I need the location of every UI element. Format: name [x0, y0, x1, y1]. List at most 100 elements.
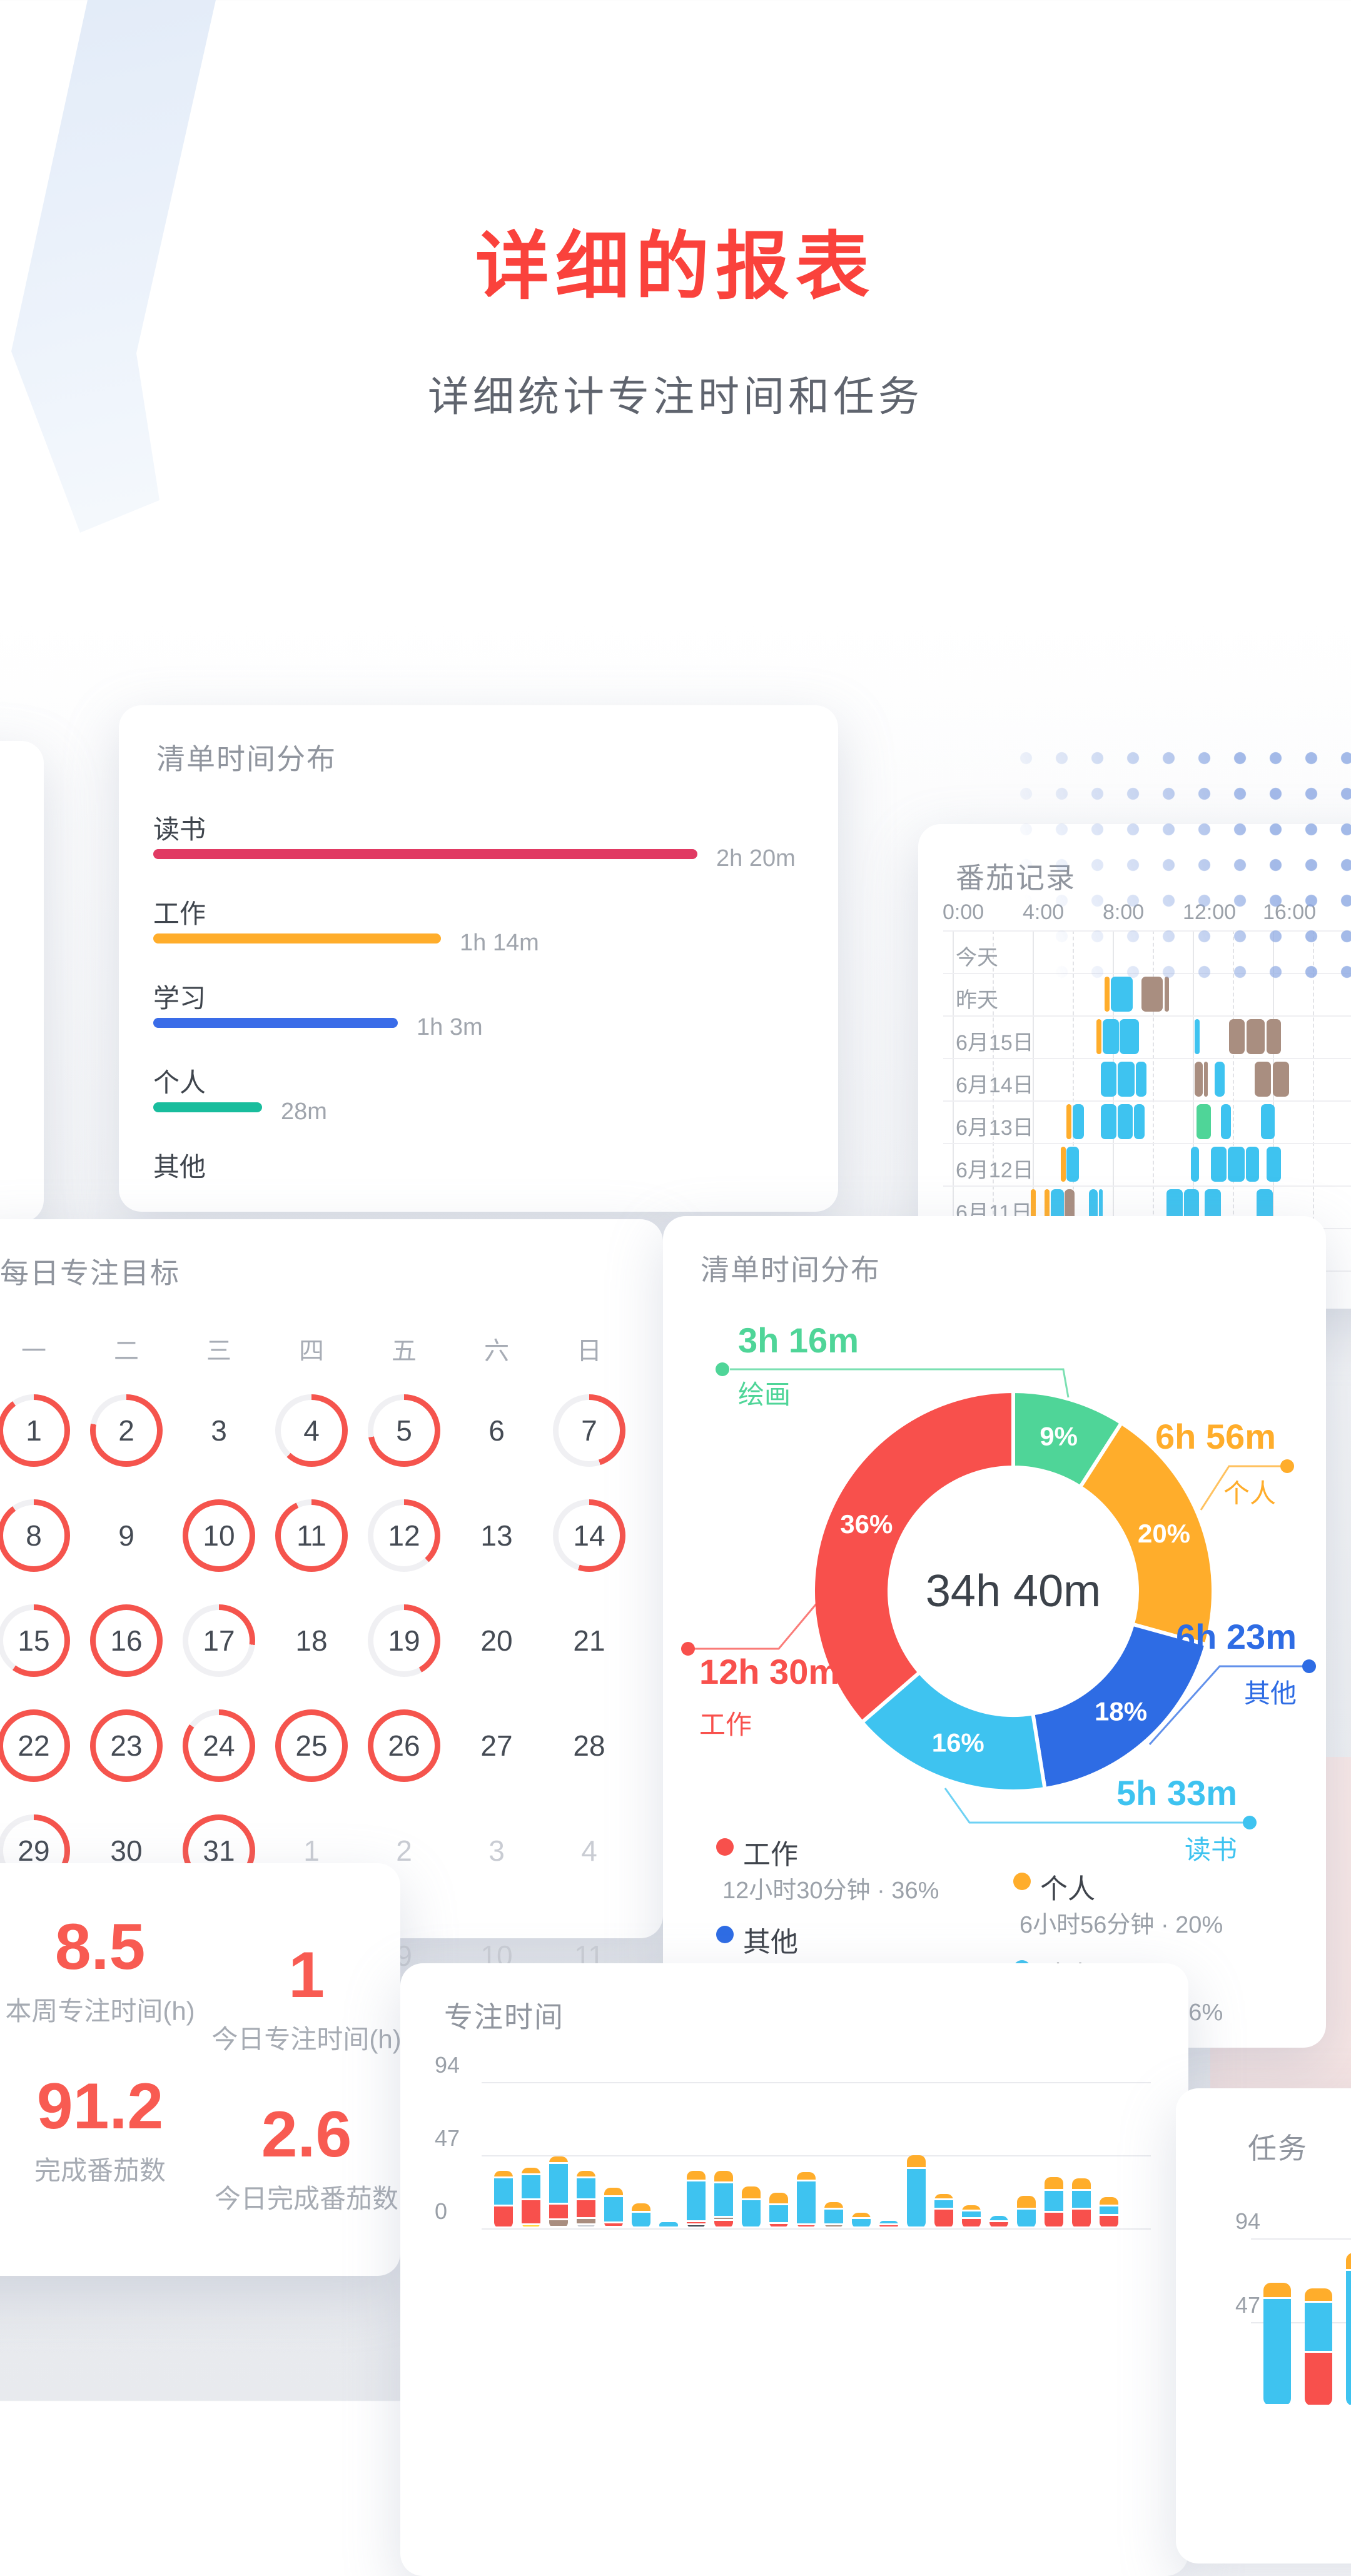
- focus-bar-chart: 94 47 0: [400, 1963, 1188, 2576]
- stacked-bar: [714, 2171, 733, 2228]
- bar-segment: [549, 2156, 568, 2162]
- stats-card: 8.5 本周专注时间(h) 1 今日专注时间(h) 91.2 完成番茄数 2.6 今日完成番茄…: [0, 1863, 402, 2276]
- bar-segment: [604, 2223, 623, 2226]
- row-label: 今天: [956, 946, 998, 970]
- day-number: 1: [303, 1834, 320, 1867]
- list-item-bar: [153, 849, 697, 859]
- row-label: 6月14日: [956, 1074, 1034, 1097]
- pomodoro-block: [1103, 1019, 1119, 1054]
- grid-hline: [943, 1100, 1351, 1102]
- day-number: 12: [388, 1519, 420, 1552]
- calendar-day: 1: [275, 1814, 348, 1887]
- day-ring-hole: [3, 1400, 64, 1461]
- stacked-bar: [962, 2205, 981, 2228]
- pomodoro-block: [1120, 1019, 1139, 1054]
- list-item-value: 28m: [281, 1099, 327, 1125]
- day-ring-hole: [188, 1610, 250, 1671]
- calendar-day: 14: [553, 1499, 625, 1572]
- pomodoro-block: [1273, 1062, 1289, 1097]
- callout-dot-icon: [681, 1642, 695, 1656]
- day-number: 2: [118, 1414, 134, 1447]
- stat-value: 91.2: [36, 2070, 164, 2143]
- pomodoro-block: [1133, 1104, 1145, 1139]
- calendar-day: 11: [275, 1499, 348, 1572]
- grid-hline: [943, 1143, 1351, 1144]
- card-title: 清单时间分布: [701, 1254, 881, 1286]
- bar-segment: [797, 2225, 816, 2226]
- pomodoro-block: [1228, 1019, 1245, 1054]
- legend-desc: 12小时30分钟 · 36%: [722, 1878, 939, 1904]
- stacked-bar: [824, 2202, 843, 2228]
- day-ring-hole: [281, 1400, 342, 1461]
- bar-segment: [494, 2178, 513, 2205]
- stats-body: 8.5 本周专注时间(h) 1 今日专注时间(h) 91.2 完成番茄数 2.6 今日完成番茄…: [0, 1863, 401, 2276]
- callout-line: [730, 1368, 1070, 1398]
- callout-line: [1148, 1665, 1307, 1746]
- day-number: 14: [573, 1519, 605, 1552]
- stat-label: 完成番茄数: [34, 2156, 166, 2185]
- donut-distribution-card: 清单时间分布 9% 20% 18% 16% 36% 34h 40m 3h 16m 绘画 6h 5…: [663, 1216, 1326, 2048]
- legend-dot-icon: [1013, 1873, 1031, 1890]
- dots-pattern: [1001, 735, 1351, 998]
- list-item-label: 读书: [153, 815, 206, 844]
- calendar-day: 1: [0, 1394, 70, 1467]
- stacked-bar: [632, 2203, 650, 2228]
- day-number: 29: [18, 1834, 50, 1867]
- day-ring-hole: [281, 1715, 342, 1776]
- calendar-day: 18: [275, 1604, 348, 1677]
- bar-segment: [962, 2211, 981, 2217]
- row-label: 6月15日: [956, 1031, 1034, 1055]
- calendar-day: 10: [183, 1499, 255, 1572]
- day-number: 30: [110, 1834, 143, 1867]
- pomodoro-block: [1210, 1147, 1227, 1182]
- card-title: 任务: [1248, 2132, 1308, 2165]
- day-number: 13: [480, 1519, 513, 1552]
- calendar-day: 6: [460, 1394, 533, 1467]
- stacked-bar: [797, 2172, 816, 2228]
- day-ring-hole: [281, 1505, 342, 1566]
- slice-percent-label: 20%: [1138, 1519, 1190, 1548]
- row-label: 昨天: [956, 989, 998, 1012]
- calendar-day: 16: [90, 1604, 163, 1677]
- bar-segment: [879, 2221, 898, 2223]
- stacked-bar: [742, 2186, 761, 2228]
- legend-dot-icon: [716, 1926, 734, 1943]
- grid-line: [1251, 2238, 1351, 2240]
- bar-segment: [1263, 2299, 1291, 2404]
- day-number: 3: [488, 1834, 505, 1867]
- y-axis-tick: 94: [435, 2052, 460, 2078]
- calendar-day: 8: [0, 1499, 70, 1572]
- bar-segment: [934, 2200, 953, 2208]
- bar-segment: [1072, 2210, 1091, 2226]
- bar-segment: [687, 2225, 706, 2226]
- day-number: 31: [203, 1834, 235, 1867]
- bar-segment: [852, 2213, 871, 2217]
- weekday-label: 六: [484, 1337, 509, 1365]
- day-ring-hole: [96, 1610, 157, 1671]
- bar-segment: [1100, 2206, 1118, 2214]
- bar-segment: [522, 2225, 540, 2226]
- day-ring-hole: [373, 1505, 435, 1566]
- bar-segment: [907, 2155, 926, 2167]
- bar-segment: [962, 2219, 981, 2226]
- pomodoro-block: [1215, 1062, 1225, 1097]
- row-label: 6月13日: [956, 1116, 1034, 1140]
- calendar-day: 28: [553, 1709, 625, 1782]
- stat-value: 2.6: [261, 2098, 352, 2171]
- day-number: 8: [26, 1519, 42, 1552]
- slice-percent-label: 9%: [1040, 1421, 1078, 1451]
- pomodoro-block: [1245, 1147, 1259, 1182]
- bar-segment: [1017, 2196, 1036, 2208]
- bar-segment: [604, 2197, 623, 2221]
- partial-card: [0, 741, 44, 1222]
- bar-segment: [549, 2220, 568, 2226]
- calendar-day: 2: [368, 1814, 440, 1887]
- calendar-day: 30: [90, 1814, 163, 1887]
- bar-segment: [1072, 2178, 1091, 2189]
- day-ring-hole: [96, 1400, 157, 1461]
- stacked-bar: [1045, 2177, 1063, 2228]
- calendar-day: 26: [368, 1709, 440, 1782]
- calendar-day: 3: [460, 1814, 533, 1887]
- bar-segment: [934, 2210, 953, 2226]
- donut-center-total: 34h 40m: [926, 1566, 1101, 1616]
